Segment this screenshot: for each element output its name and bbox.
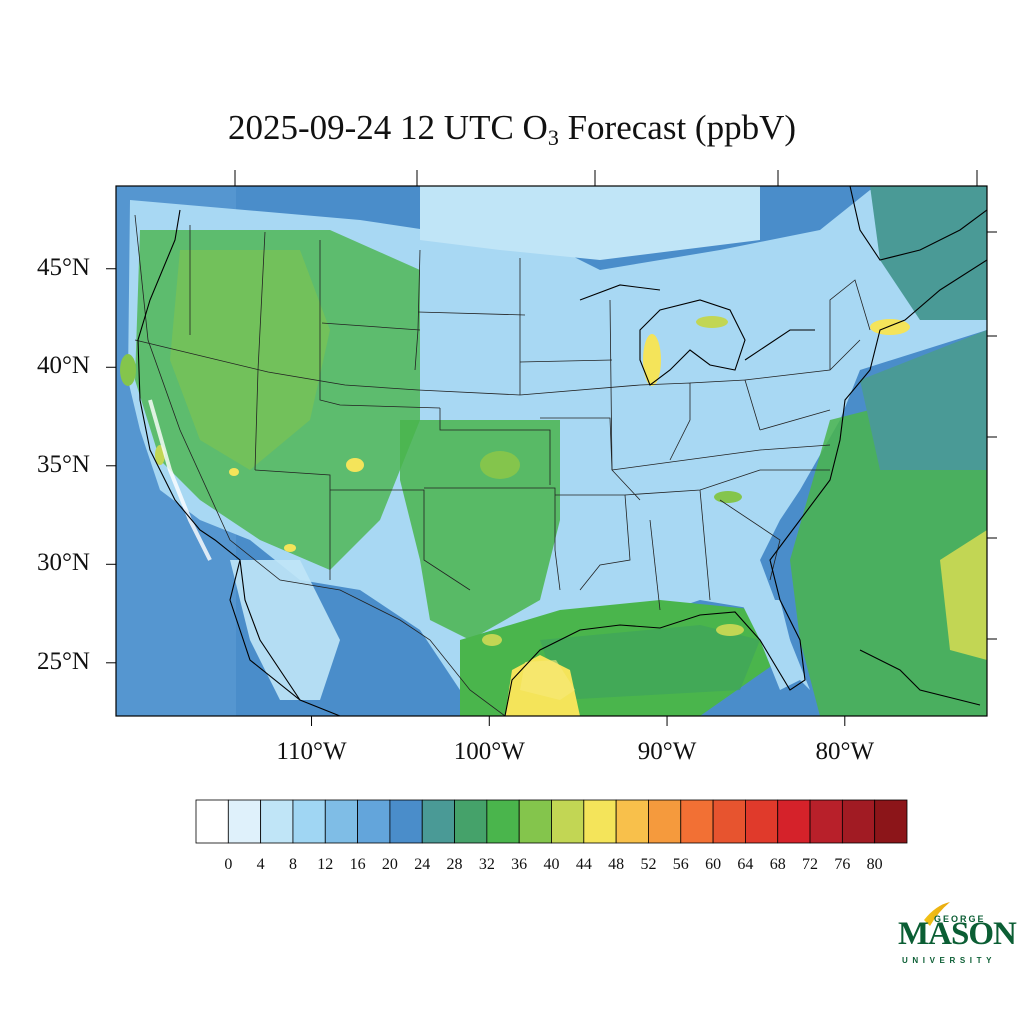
colorbar-label: 52	[640, 856, 657, 873]
logo-george: GEORGE	[934, 914, 986, 924]
colorbar-label: 72	[802, 856, 819, 873]
colorbar-label: 48	[608, 856, 625, 873]
lon-label: 110°W	[276, 738, 347, 765]
colorbar-label: 64	[737, 856, 754, 873]
colorbar-label: 28	[446, 856, 463, 873]
lat-label: 40°N	[36, 352, 90, 380]
lat-label: 45°N	[36, 253, 90, 281]
colorbar-label: 36	[511, 856, 528, 873]
colorbar-swatch	[389, 799, 423, 844]
logo-university: UNIVERSITY	[902, 956, 997, 965]
colorbar-swatch	[454, 799, 488, 844]
colorbar-label: 56	[672, 856, 689, 873]
colorbar-label: 68	[769, 856, 786, 873]
map-title: 2025-09-24 12 UTC O3 Forecast (ppbV)	[228, 108, 796, 150]
logo-swoosh	[924, 902, 950, 926]
lon-label: 80°W	[815, 738, 875, 765]
colorbar-swatch	[551, 799, 585, 844]
colorbar-label: 32	[478, 856, 495, 873]
colorbar-label: 0	[224, 856, 233, 873]
colorbar-swatch	[874, 799, 908, 844]
colorbar-swatch	[518, 799, 552, 844]
colorbar-label: 4	[256, 856, 265, 873]
colorbar-swatch	[615, 799, 649, 844]
colorbar-label: 60	[705, 856, 722, 873]
colorbar-swatch	[357, 799, 391, 844]
colorbar-swatch	[583, 799, 617, 844]
colorbar-label: 16	[349, 856, 366, 873]
colorbar-swatch	[324, 799, 358, 844]
colorbar-swatch	[745, 799, 779, 844]
colorbar-swatch	[809, 799, 843, 844]
colorbar-swatch	[841, 799, 876, 844]
colorbar-label: 76	[834, 856, 851, 873]
colorbar-swatch	[195, 799, 229, 844]
colorbar-swatch	[227, 799, 262, 844]
colorbar-swatch	[260, 799, 294, 844]
colorbar-swatch	[486, 799, 520, 844]
colorbar-label: 24	[414, 856, 431, 873]
colorbar-swatch	[648, 799, 682, 844]
colorbar-swatch	[712, 799, 746, 844]
colorbar-label: 12	[317, 856, 334, 873]
colorbar-label: 44	[575, 856, 592, 873]
lon-label: 90°W	[637, 738, 697, 765]
colorbar-swatch	[680, 799, 714, 844]
colorbar-label: 20	[381, 856, 398, 873]
colorbar-swatch	[292, 799, 326, 844]
lat-label: 25°N	[36, 647, 90, 675]
gmu-logo: GEORGE MASON UNIVERSITY	[896, 898, 1017, 968]
colorbar-label: 80	[866, 856, 883, 873]
map-frame	[115, 185, 988, 717]
lat-label: 30°N	[36, 549, 90, 577]
lat-label: 35°N	[36, 450, 90, 478]
lon-label: 100°W	[453, 738, 525, 765]
colorbar-swatch	[777, 799, 811, 844]
colorbar	[195, 799, 908, 844]
colorbar-swatch	[421, 799, 455, 844]
logo-mason: MASON	[898, 916, 1017, 952]
map-field	[116, 186, 987, 716]
colorbar-label: 40	[543, 856, 560, 873]
colorbar-label: 8	[288, 856, 297, 873]
